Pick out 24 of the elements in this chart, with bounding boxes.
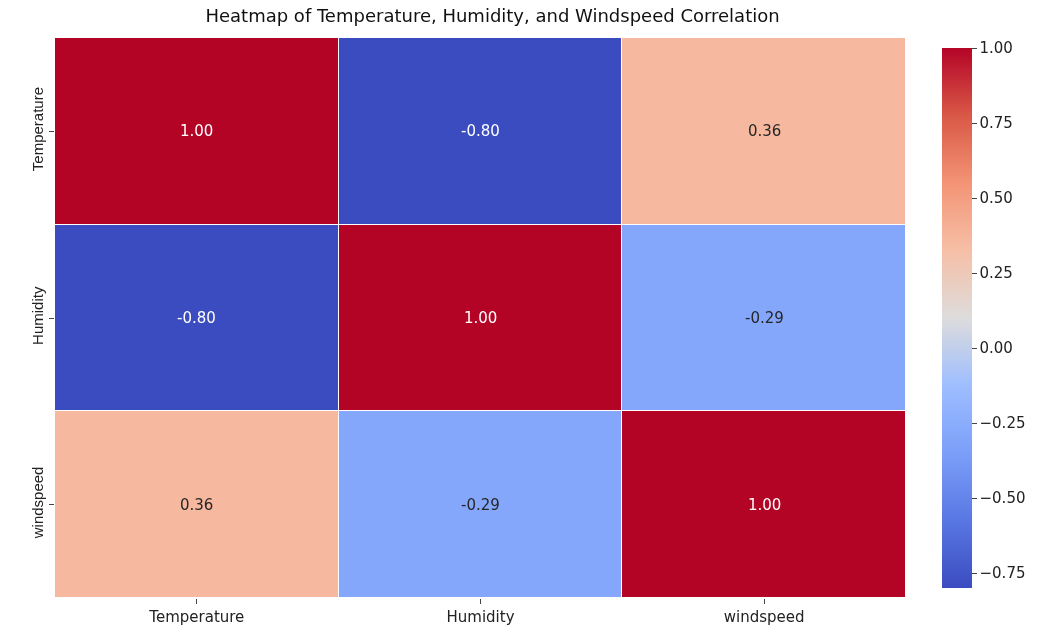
data-label: 0.36 [180,496,214,514]
data-label: -0.29 [461,496,500,514]
color-bar-label: 0.75 [979,114,1013,133]
data-label: 1.00 [180,122,214,140]
color-bar-label: 0.25 [979,264,1013,283]
color-bar-label: 1.00 [979,39,1013,58]
y-tick-label: Temperature [29,86,46,172]
data-label: 0.36 [748,122,782,140]
y-tick-label: windspeed [29,466,46,540]
color-bar-label: −0.50 [979,489,1026,508]
data-label: -0.29 [745,309,784,327]
chart-title: Heatmap of Temperature, Humidity, and Windspeed Correlation [205,5,780,27]
color-bar-label: −0.75 [979,564,1026,583]
x-tick-label: Humidity [446,608,515,626]
data-label: -0.80 [177,309,216,327]
y-tick-label: Humidity [29,286,46,345]
color-bar-label: 0.50 [979,189,1013,208]
x-tick-label: windspeed [723,608,805,626]
data-label: 1.00 [748,496,782,514]
color-bar-label: −0.25 [979,414,1026,433]
data-label: -0.80 [461,122,500,140]
color-bar-label: 0.00 [979,339,1013,358]
data-label: 1.00 [464,309,498,327]
x-tick-label: Temperature [148,608,245,626]
